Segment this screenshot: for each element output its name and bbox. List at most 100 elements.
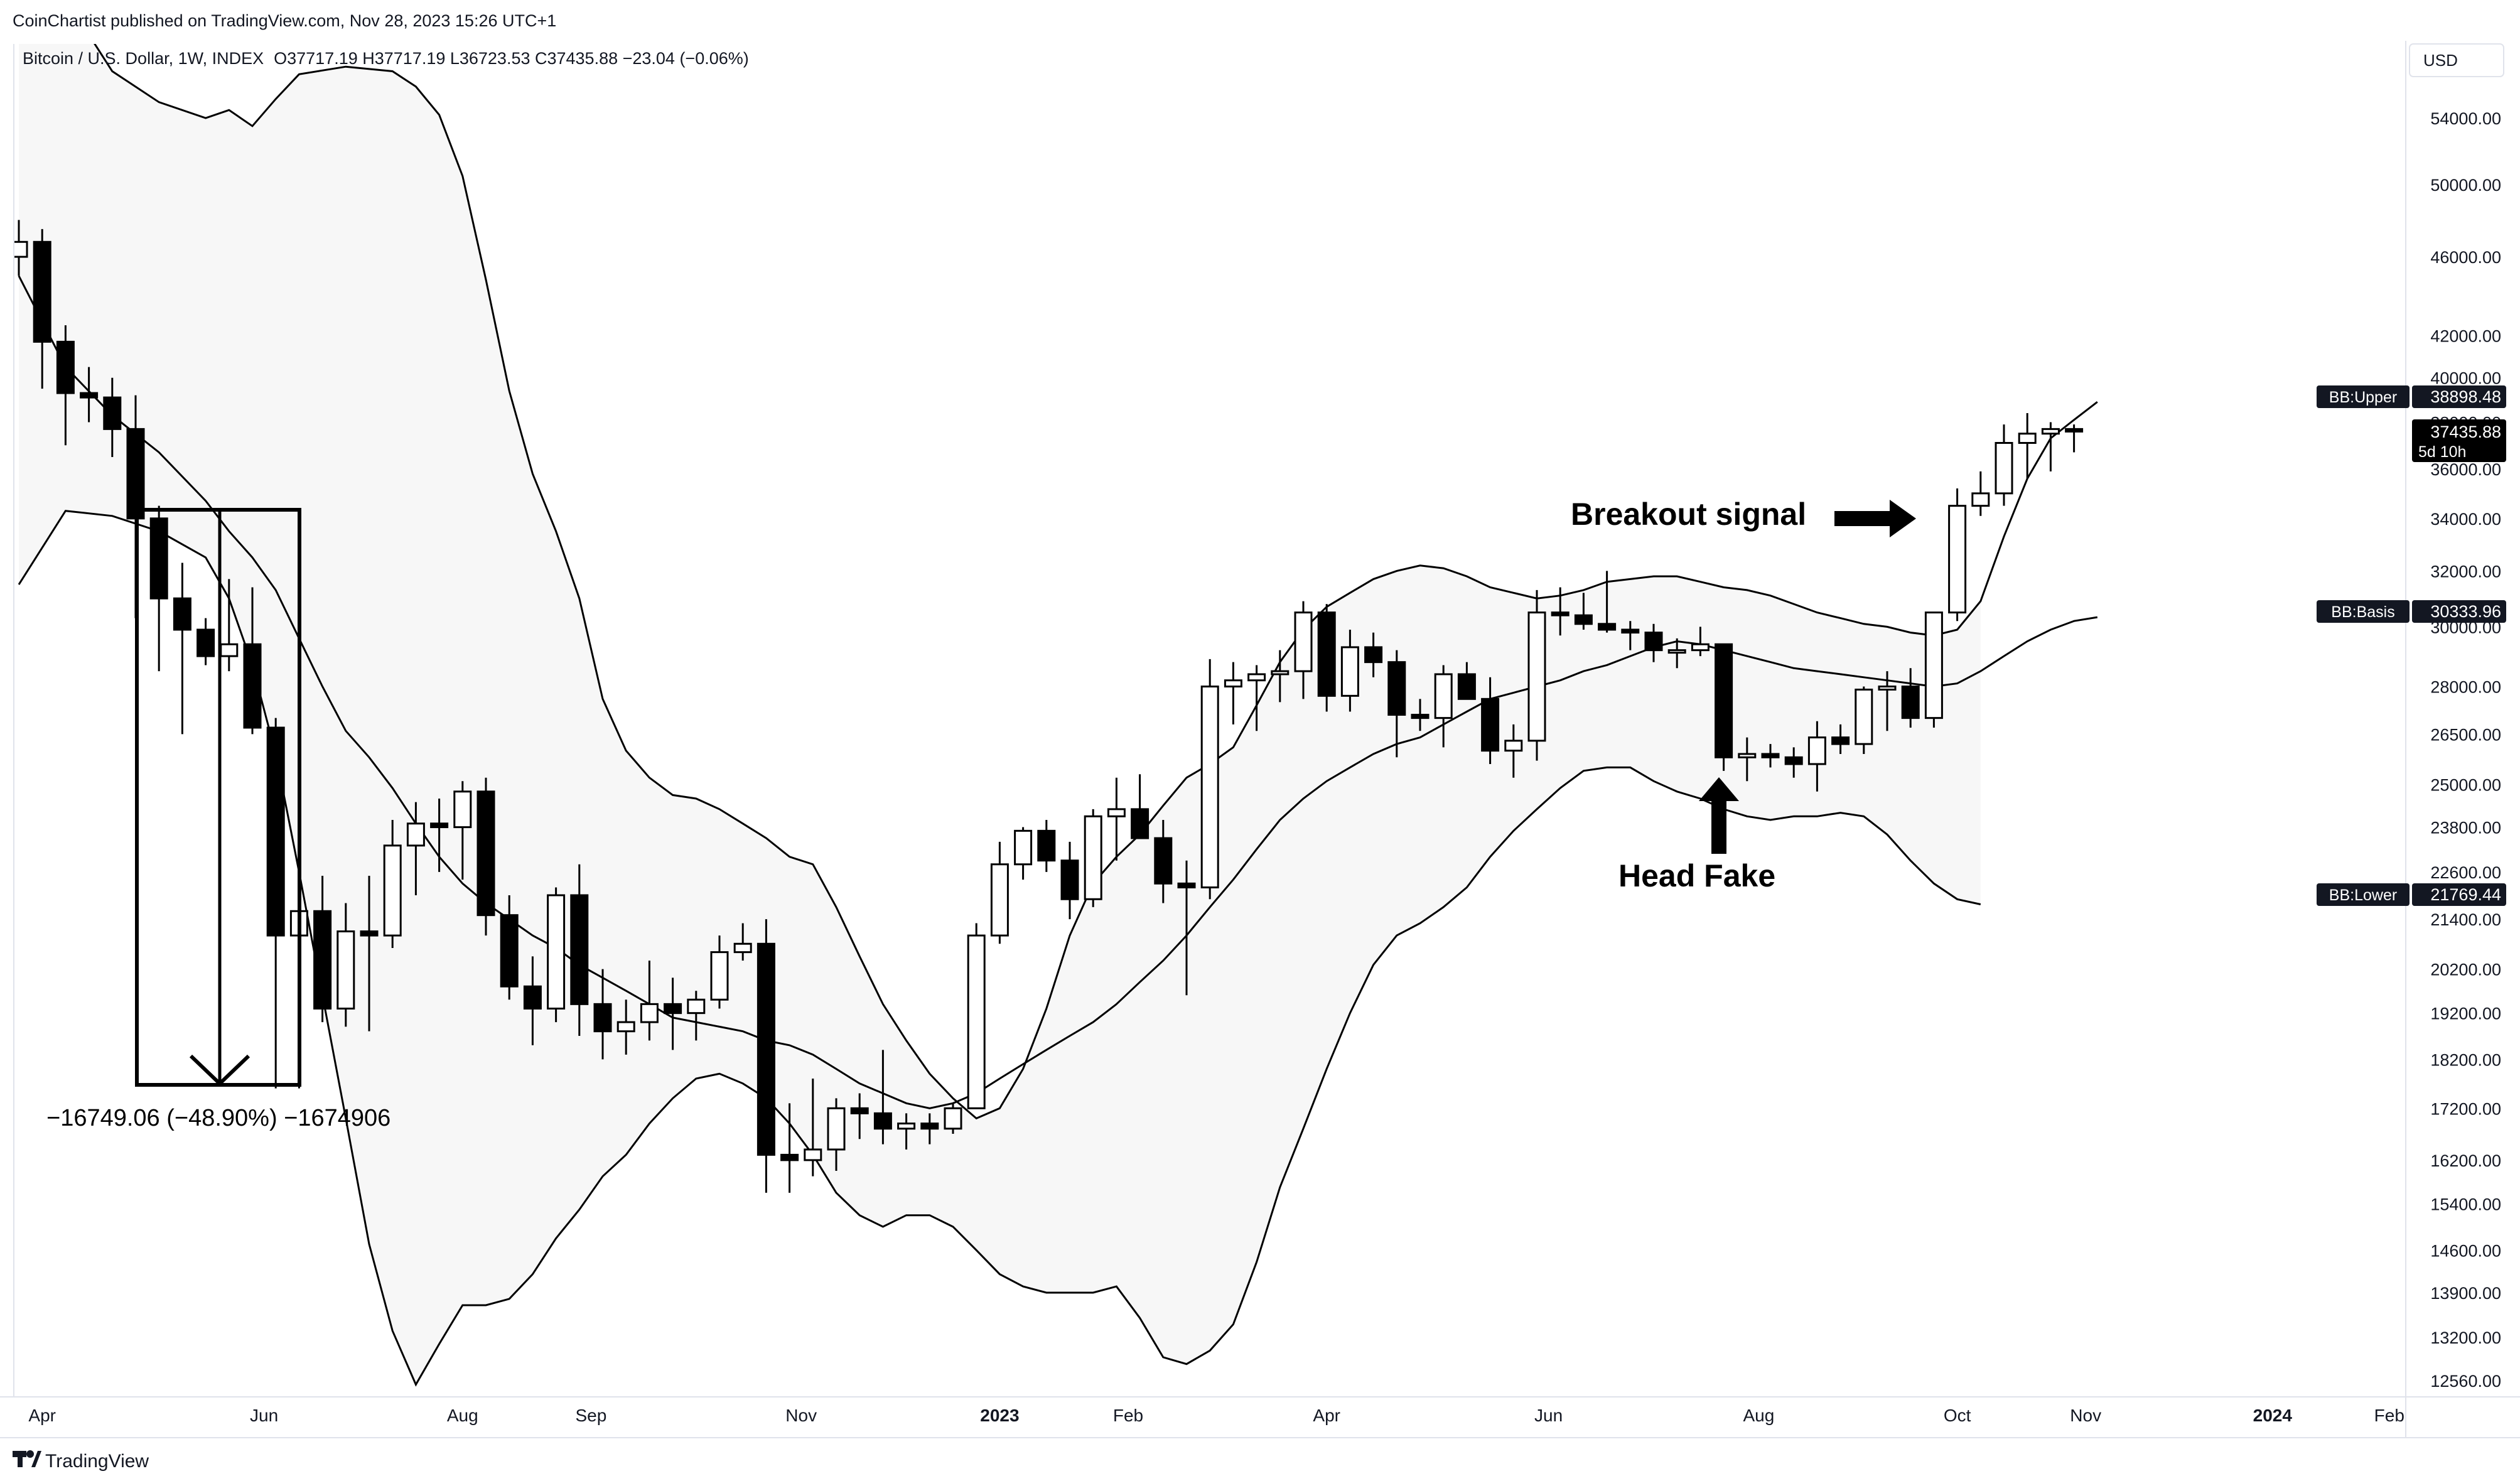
candle-body-down xyxy=(920,1123,939,1130)
time-tick-label: Nov xyxy=(2070,1406,2101,1425)
candle xyxy=(1855,686,1873,754)
candle xyxy=(2065,424,2084,453)
candle-body-down xyxy=(430,822,449,829)
candle-body-down xyxy=(477,790,495,917)
candle-body-up xyxy=(1340,646,1359,697)
candle xyxy=(1574,593,1593,630)
candle-body-down xyxy=(56,340,75,394)
candle xyxy=(733,923,752,961)
candle xyxy=(944,1103,962,1134)
candle-body-up xyxy=(1995,442,2013,495)
candle-body-up xyxy=(1878,685,1897,691)
candle xyxy=(1340,629,1359,712)
candle xyxy=(1807,721,1826,792)
symbol-info: Bitcoin / U.S. Dollar, 1W, INDEX O37717.1… xyxy=(23,49,749,68)
bb-basis-badge: BB:Basis 30333.96 xyxy=(2317,600,2506,623)
candle xyxy=(873,1050,892,1144)
measure-label: −16749.06 (−48.90%) −1674906 xyxy=(46,1105,390,1131)
candle-body-up xyxy=(1014,829,1033,866)
candle-body-down xyxy=(1644,632,1663,652)
candle-body-down xyxy=(1177,882,1196,888)
logo-dot xyxy=(26,1450,34,1458)
currency-button[interactable] xyxy=(2409,43,2504,77)
price-tick-label: 46000.00 xyxy=(2430,248,2501,267)
candle-body-down xyxy=(103,396,122,430)
price-tick-label: 54000.00 xyxy=(2430,109,2501,128)
candle xyxy=(173,563,191,735)
bb-upper-line xyxy=(94,44,2098,1120)
symbol-line: Bitcoin / U.S. Dollar, 1W, INDEX xyxy=(23,49,264,68)
tradingview-logo-icon xyxy=(13,1450,41,1467)
candle-body-down xyxy=(1551,611,1570,617)
bb-basis-badge-label: BB:Basis xyxy=(2331,603,2394,621)
time-tick-label: Apr xyxy=(1313,1406,1340,1425)
candle-body-up xyxy=(2041,428,2060,435)
candle xyxy=(1831,724,1850,754)
logo-slash xyxy=(31,1451,41,1467)
candle xyxy=(897,1113,916,1150)
candle xyxy=(1294,601,1313,699)
time-tick-label: Oct xyxy=(1944,1406,1971,1425)
candle-body-up xyxy=(1294,611,1313,672)
candle xyxy=(1644,623,1663,662)
candle xyxy=(220,579,239,672)
candle xyxy=(1784,747,1803,778)
candle-body-up xyxy=(453,790,472,829)
candle xyxy=(2041,422,2060,471)
candle-body-down xyxy=(313,910,332,1010)
price-tick-label: 14600.00 xyxy=(2430,1241,2501,1260)
bollinger-band-fill xyxy=(19,44,1981,1385)
headfake-arrow xyxy=(1699,777,1739,854)
candle xyxy=(103,377,122,457)
currency-label: USD xyxy=(2423,51,2458,70)
candle xyxy=(850,1093,869,1139)
candle-body-down xyxy=(1901,685,1920,719)
candle xyxy=(1387,650,1406,758)
time-tick-label: Aug xyxy=(1743,1406,1774,1425)
candle-body-up xyxy=(406,822,425,847)
candle-body-up xyxy=(1807,736,1826,765)
candle xyxy=(33,229,51,389)
candle-body-up xyxy=(804,1148,822,1161)
candle xyxy=(430,798,449,872)
bar-countdown: 5d 10h xyxy=(2418,443,2466,461)
bb-lower-badge-label: BB:Lower xyxy=(2329,886,2397,904)
candle xyxy=(664,977,682,1050)
price-tick-label: 19200.00 xyxy=(2430,1004,2501,1023)
candle xyxy=(1738,737,1757,782)
candle-body-down xyxy=(1715,643,1733,758)
candle xyxy=(757,919,775,1193)
bb-basis-badge-label-bg xyxy=(2317,600,2410,623)
price-tick-label: 23800.00 xyxy=(2430,819,2501,837)
time-tick-label: Aug xyxy=(447,1406,478,1425)
candle xyxy=(1504,724,1523,778)
candle-body-up xyxy=(1224,679,1242,687)
bb-basis-badge-value: 30333.96 xyxy=(2430,602,2501,621)
time-tick-label: Apr xyxy=(28,1406,56,1425)
candle xyxy=(337,903,355,1027)
breakout-label: Breakout signal xyxy=(1571,497,1806,532)
candle-body-up xyxy=(1527,611,1546,742)
candle-body-down xyxy=(1154,837,1173,885)
candle-body-down xyxy=(2065,428,2084,433)
candle xyxy=(1761,744,1780,768)
candle-body-down xyxy=(360,930,379,937)
candle xyxy=(500,895,519,1000)
time-tick-label: Feb xyxy=(2374,1406,2404,1425)
price-tick-label: 32000.00 xyxy=(2430,562,2501,581)
candle-body-up xyxy=(1107,808,1126,817)
candle-body-down xyxy=(1037,829,1056,862)
logo-stem xyxy=(18,1451,23,1467)
candle xyxy=(453,781,472,880)
price-tick-label: 40000.00 xyxy=(2430,369,2501,388)
candle-body-down xyxy=(1784,756,1803,765)
candle-body-down xyxy=(570,894,589,1005)
candle xyxy=(1621,621,1640,650)
candle xyxy=(523,956,542,1045)
candle-body-up xyxy=(1924,611,1943,719)
candle xyxy=(14,220,28,276)
candle-body-down xyxy=(243,643,262,729)
candle-body-down xyxy=(33,240,51,343)
price-tick-label: 13200.00 xyxy=(2430,1328,2501,1347)
candle-body-down xyxy=(500,914,519,988)
